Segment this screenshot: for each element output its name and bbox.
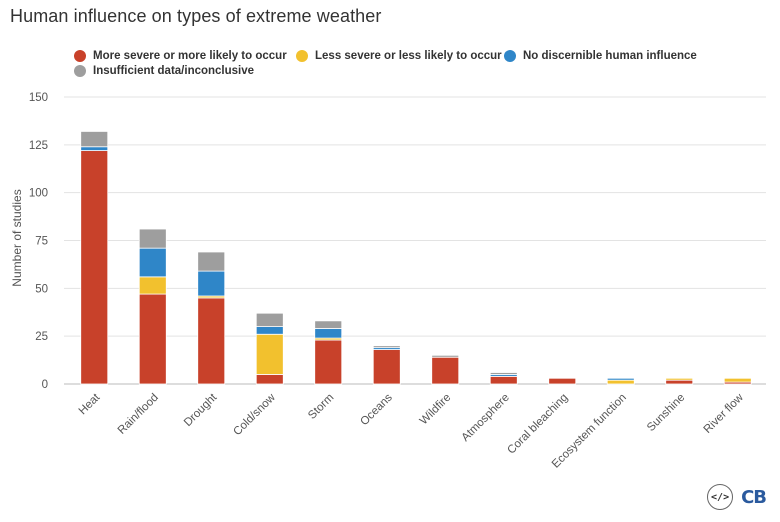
bar-segment[interactable] bbox=[138, 293, 167, 385]
bar-segment[interactable] bbox=[665, 379, 694, 385]
y-tick-label: 75 bbox=[35, 236, 48, 248]
bar-segment[interactable] bbox=[255, 326, 284, 335]
bar-segment[interactable] bbox=[255, 333, 284, 375]
y-axis-ticks: 0 25 50 75 100 125 150 bbox=[29, 92, 48, 391]
bar-segment[interactable] bbox=[138, 276, 167, 295]
bar-segment[interactable] bbox=[255, 374, 284, 385]
bar-segment[interactable] bbox=[314, 328, 343, 339]
y-tick-label: 100 bbox=[29, 188, 48, 200]
x-tick-label: Atmosphere bbox=[460, 392, 512, 444]
x-tick-label: Storm bbox=[306, 392, 336, 422]
carbonbrief-logo: CB bbox=[741, 486, 767, 508]
x-tick-label: Cold/snow bbox=[231, 391, 278, 438]
x-tick-label: Sunshine bbox=[645, 392, 687, 434]
y-tick-label: 0 bbox=[42, 379, 48, 391]
bar-segment[interactable] bbox=[138, 228, 167, 249]
bar-segment[interactable] bbox=[606, 377, 635, 381]
x-tick-label: River flow bbox=[702, 391, 747, 436]
y-tick-label: 125 bbox=[29, 140, 48, 152]
bar-segment[interactable] bbox=[723, 377, 752, 383]
x-tick-label: Oceans bbox=[358, 391, 395, 428]
y-tick-label: 50 bbox=[35, 283, 48, 295]
bar-segment[interactable] bbox=[138, 247, 167, 278]
bar-segment[interactable] bbox=[80, 150, 109, 385]
bar-segment[interactable] bbox=[665, 377, 694, 381]
bar-segment[interactable] bbox=[197, 251, 226, 272]
legend-swatch bbox=[296, 50, 308, 62]
branding: </> CB bbox=[707, 484, 767, 510]
legend-swatch bbox=[74, 50, 86, 62]
legend-item-less-severe[interactable]: Less severe or less likely to occur bbox=[296, 50, 502, 62]
x-tick-label: Wildfire bbox=[418, 392, 454, 428]
bar-segment[interactable] bbox=[372, 345, 401, 349]
legend-label: Less severe or less likely to occur bbox=[315, 50, 502, 62]
bar-segment[interactable] bbox=[489, 375, 518, 385]
bar-segment[interactable] bbox=[489, 372, 518, 375]
bar-segment[interactable] bbox=[606, 379, 635, 385]
bar-segment[interactable] bbox=[80, 146, 109, 151]
bars bbox=[80, 131, 752, 385]
bar-segment[interactable] bbox=[431, 354, 460, 358]
legend-swatch bbox=[74, 65, 86, 77]
bar-segment[interactable] bbox=[314, 339, 343, 385]
legend-item-no-influence[interactable]: No discernible human influence bbox=[504, 50, 697, 62]
bar-segment[interactable] bbox=[80, 131, 109, 148]
bar-segment[interactable] bbox=[431, 356, 460, 385]
gridlines bbox=[64, 96, 766, 385]
bar-segment[interactable] bbox=[314, 320, 343, 329]
x-tick-label: Drought bbox=[182, 391, 220, 429]
legend-label: No discernible human influence bbox=[523, 50, 697, 62]
y-tick-label: 150 bbox=[29, 92, 48, 104]
y-tick-label: 25 bbox=[35, 331, 48, 343]
legend-label: Insufficient data/inconclusive bbox=[93, 65, 255, 77]
chart-title: Human influence on types of extreme weat… bbox=[10, 6, 382, 26]
x-tick-label: Rain/flood bbox=[116, 392, 161, 437]
legend-swatch bbox=[504, 50, 516, 62]
x-tick-label: Coral bleaching bbox=[505, 392, 570, 457]
x-tick-label: Heat bbox=[77, 391, 103, 417]
legend-item-inconclusive[interactable]: Insufficient data/inconclusive bbox=[74, 65, 254, 77]
bar-segment[interactable] bbox=[548, 377, 577, 385]
bar-segment[interactable] bbox=[255, 312, 284, 327]
legend-item-more-severe[interactable]: More severe or more likely to occur bbox=[74, 50, 287, 62]
legend-label: More severe or more likely to occur bbox=[93, 50, 287, 62]
embed-icon[interactable]: </> bbox=[707, 484, 734, 510]
y-axis-label: Number of studies bbox=[10, 189, 24, 286]
bar-segment[interactable] bbox=[372, 349, 401, 385]
bar-segment[interactable] bbox=[197, 297, 226, 385]
x-axis-ticks: Heat Rain/flood Drought Cold/snow Storm Ocean… bbox=[77, 391, 747, 471]
bar-segment[interactable] bbox=[197, 270, 226, 297]
